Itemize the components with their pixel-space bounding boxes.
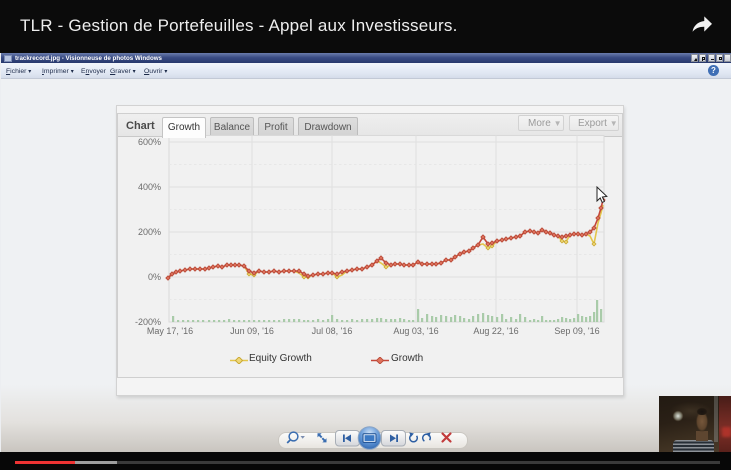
svg-text:Aug 03, '16: Aug 03, '16 xyxy=(393,326,438,336)
svg-text:600%: 600% xyxy=(138,137,161,147)
svg-text:Jul 08, '16: Jul 08, '16 xyxy=(312,326,353,336)
svg-text:400%: 400% xyxy=(138,182,161,192)
svg-text:Jun 09, '16: Jun 09, '16 xyxy=(230,326,274,336)
svg-text:May 17, '16: May 17, '16 xyxy=(147,326,193,336)
svg-text:-200%: -200% xyxy=(135,317,161,327)
svg-text:Aug 22, '16: Aug 22, '16 xyxy=(473,326,518,336)
svg-text:Sep 09, '16: Sep 09, '16 xyxy=(554,326,599,336)
svg-text:200%: 200% xyxy=(138,227,161,237)
svg-text:0%: 0% xyxy=(148,272,161,282)
